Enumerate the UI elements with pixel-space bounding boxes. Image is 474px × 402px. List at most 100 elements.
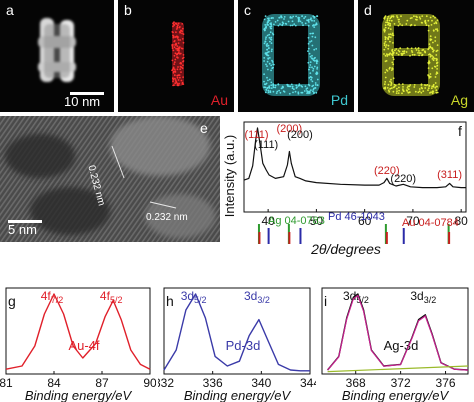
signal-dot	[433, 49, 435, 52]
signal-dot	[389, 33, 392, 36]
signal-dot	[397, 24, 400, 27]
signal-dot	[172, 80, 174, 83]
signal-dot	[391, 32, 394, 35]
signal-dot	[383, 42, 386, 45]
signal-dot	[268, 86, 271, 89]
signal-dot	[177, 66, 179, 68]
signal-dot	[175, 42, 177, 45]
panel-d-letter: d	[364, 2, 372, 18]
signal-dot	[396, 15, 398, 17]
signal-dot	[426, 84, 429, 86]
signal-dot	[390, 19, 393, 22]
signal-dot	[389, 36, 392, 39]
signal-dot	[402, 90, 405, 93]
signal-dot	[386, 17, 389, 20]
xrd-pattern-chart: f Intensity (a.u.) 2θ/degrees 40 50 60 70 80…	[222, 121, 468, 257]
signal-dot	[275, 92, 278, 94]
au-distribution-map	[171, 21, 185, 87]
signal-dot	[312, 90, 314, 93]
signal-dot	[296, 86, 298, 89]
signal-dot	[424, 19, 427, 22]
spectrum-annotation: Ag-3d	[384, 338, 419, 353]
signal-dot	[266, 48, 268, 51]
signal-dot	[306, 19, 308, 22]
signal-dot	[433, 57, 436, 60]
signal-dot	[405, 51, 408, 53]
signal-dot	[436, 29, 439, 32]
signal-dot	[268, 33, 271, 36]
signal-dot	[177, 42, 180, 44]
signal-dot	[175, 31, 177, 34]
signal-dot	[401, 24, 404, 27]
signal-dot	[385, 21, 387, 24]
signal-dot	[292, 15, 295, 18]
signal-dot	[436, 64, 439, 67]
signal-dot	[390, 16, 393, 19]
signal-dot	[179, 68, 182, 71]
signal-dot	[428, 77, 431, 79]
signal-dot	[266, 34, 269, 37]
signal-dot	[309, 41, 311, 43]
signal-dot	[176, 84, 179, 87]
signal-dot	[395, 48, 398, 50]
x-axis-label: Binding energy/eV	[184, 388, 292, 402]
signal-dot	[263, 60, 265, 62]
peak-label-subscript: 7/2	[51, 295, 64, 305]
signal-dot	[425, 15, 428, 18]
signal-dot	[390, 78, 392, 81]
signal-dot	[311, 44, 314, 47]
signal-dot	[178, 26, 181, 29]
signal-dot	[384, 46, 387, 48]
signal-dot	[264, 86, 267, 89]
signal-dot	[396, 16, 399, 19]
signal-dot	[172, 34, 174, 37]
signal-dot	[398, 21, 400, 23]
signal-dot	[307, 83, 310, 86]
signal-dot	[415, 18, 417, 21]
signal-dot	[266, 60, 269, 63]
signal-dot	[395, 52, 398, 55]
signal-dot	[431, 19, 433, 22]
peak-label: 3d3/2	[410, 289, 436, 305]
signal-dot	[281, 23, 284, 26]
signal-dot	[383, 83, 386, 86]
signal-dot	[435, 85, 438, 88]
signal-dot	[271, 59, 273, 62]
signal-dot	[311, 54, 313, 57]
xps-au-4f-chart: g 81 84 87 90 4f7/2 4f5/2 Au-4f Binding energy/…	[0, 287, 156, 402]
signal-dot	[182, 76, 184, 78]
x-tick-label: 87	[95, 376, 109, 390]
signal-dot	[270, 23, 273, 26]
signal-dot	[265, 44, 268, 46]
signal-dot	[307, 36, 310, 39]
signal-dot	[434, 76, 437, 78]
signal-dot	[432, 56, 435, 59]
signal-dot	[424, 51, 427, 54]
x-tick-label: 50	[310, 214, 324, 228]
signal-dot	[421, 15, 424, 17]
signal-dot	[297, 91, 300, 94]
signal-dot	[397, 53, 400, 56]
signal-dot	[384, 40, 387, 43]
signal-dot	[392, 51, 395, 54]
signal-dot	[172, 25, 174, 28]
signal-dot	[176, 25, 179, 28]
signal-dot	[179, 76, 181, 79]
signal-dot	[171, 59, 174, 62]
signal-dot	[396, 90, 398, 93]
signal-dot	[171, 46, 174, 48]
pd-element-label: Pd	[330, 92, 348, 108]
signal-dot	[432, 15, 435, 18]
signal-dot	[388, 19, 391, 22]
x-tick-label: 90	[143, 376, 156, 390]
signal-dot	[178, 51, 180, 53]
signal-dot	[278, 89, 280, 92]
scale-bar-e-label: 5 nm	[8, 222, 37, 237]
signal-dot	[178, 46, 181, 49]
signal-dot	[313, 57, 316, 60]
signal-dot	[173, 46, 176, 49]
signal-dot	[400, 15, 402, 18]
signal-dot	[303, 90, 306, 92]
ag-distribution-map	[382, 14, 440, 96]
signal-dot	[418, 54, 420, 57]
